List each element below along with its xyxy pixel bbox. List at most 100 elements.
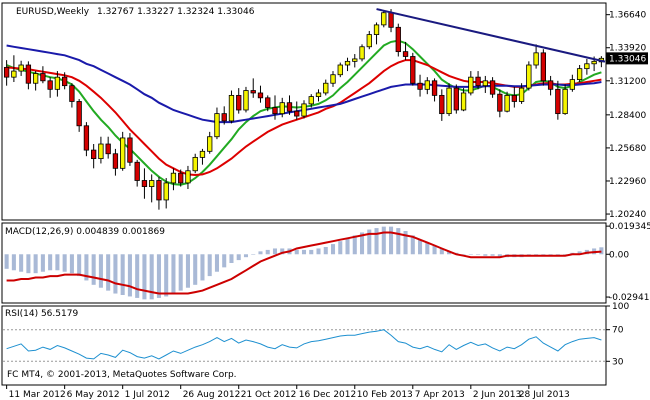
time-axis-label: 21 Oct 2012 xyxy=(241,390,297,400)
candle-body xyxy=(214,113,220,138)
rsi-axis-label: 30 xyxy=(612,357,624,367)
candle-body xyxy=(69,85,75,102)
candle-body xyxy=(439,94,445,115)
pane-frame xyxy=(1,2,607,221)
macd-bar xyxy=(156,254,161,298)
candle-body xyxy=(18,64,24,72)
candle-body xyxy=(25,64,32,84)
ohlc-readout: 1.32767 1.33227 1.32324 1.33046 xyxy=(97,7,255,17)
macd-bar xyxy=(106,254,111,291)
time-axis-label: 28 Jul 2013 xyxy=(519,390,570,400)
main-price-panel: EURUSD,Weekly 1.32767 1.33227 1.32324 1.… xyxy=(1,2,648,221)
candle-body xyxy=(91,149,97,160)
candle-body xyxy=(569,79,576,90)
candle-body xyxy=(424,80,430,90)
macd-bar xyxy=(229,254,234,263)
copyright-text: FC MT4, © 2001-2013, MetaQuotes Software… xyxy=(7,370,237,380)
time-axis-label: 2 Jun 2013 xyxy=(473,390,521,400)
candle-body xyxy=(576,68,583,80)
candle-body xyxy=(352,58,358,62)
macd-bar xyxy=(258,251,263,255)
time-axis-label: 26 Aug 2012 xyxy=(183,390,241,400)
time-axis-label: 7 Apr 2013 xyxy=(415,390,465,400)
macd-bar xyxy=(345,238,350,255)
candle-body xyxy=(62,76,68,87)
macd-bar xyxy=(439,248,444,255)
rsi-line xyxy=(6,329,602,360)
candle-body xyxy=(344,60,351,66)
macd-bar xyxy=(69,254,74,274)
candle-body xyxy=(272,107,278,115)
candle-body xyxy=(388,12,394,28)
macd-bar xyxy=(84,254,89,281)
rsi-axis-label: 70 xyxy=(612,326,624,336)
macd-bar xyxy=(359,232,365,255)
macd-bar xyxy=(77,254,82,277)
time-axis-label: 6 May 2012 xyxy=(67,390,120,400)
time-axis-label: 10 Feb 2013 xyxy=(357,390,413,400)
macd-bar xyxy=(599,247,604,255)
candle-body xyxy=(475,76,481,87)
candle-body xyxy=(286,102,293,112)
macd-bar xyxy=(135,254,140,298)
pane-frame xyxy=(1,305,607,386)
macd-bar xyxy=(396,228,401,255)
macd-bar xyxy=(4,254,9,269)
candle-body xyxy=(185,170,191,184)
macd-bar xyxy=(316,248,321,255)
macd-bar xyxy=(113,254,118,294)
macd-bar xyxy=(185,254,190,288)
macd-histogram xyxy=(4,226,604,300)
macd-bar xyxy=(352,235,357,255)
current-price-label: 1.33046 xyxy=(609,54,646,64)
macd-bar xyxy=(98,254,103,288)
rsi-title: RSI(14) 56.5179 xyxy=(5,309,78,319)
macd-bar xyxy=(164,254,169,297)
macd-bar xyxy=(330,244,336,255)
candle-body xyxy=(257,92,264,99)
candle-body xyxy=(460,92,467,111)
candle-body xyxy=(32,73,39,84)
candle-body xyxy=(533,52,539,66)
candle-body xyxy=(431,80,438,96)
macd-bar xyxy=(468,254,473,255)
price-axis-label: 1.25680 xyxy=(609,144,646,154)
macd-bar xyxy=(243,254,249,258)
candle-body xyxy=(301,103,307,117)
macd-bar xyxy=(214,254,219,272)
macd-bar xyxy=(563,254,568,255)
macd-bar xyxy=(447,251,452,255)
macd-bar xyxy=(207,254,212,277)
candle-body xyxy=(417,82,423,90)
macd-bar xyxy=(301,249,307,255)
macd-bar xyxy=(381,226,386,255)
candle-body xyxy=(265,97,271,108)
macd-bar xyxy=(62,254,67,272)
macd-bar xyxy=(410,235,415,255)
macd-bar xyxy=(461,254,466,255)
candle-body xyxy=(497,93,503,112)
candle-body xyxy=(547,80,554,90)
candle-body xyxy=(98,143,104,160)
macd-signal-line xyxy=(6,231,602,295)
candle-body xyxy=(243,90,249,111)
candle-body xyxy=(54,76,61,90)
macd-bar xyxy=(265,249,270,255)
macd-bar xyxy=(127,254,132,297)
candle-body xyxy=(127,137,133,163)
candle-body xyxy=(410,56,416,84)
macd-bar xyxy=(323,247,328,255)
candle-body xyxy=(105,143,111,155)
candle-body xyxy=(40,73,46,82)
candle-body xyxy=(511,94,517,102)
candle-body xyxy=(221,113,227,122)
candles xyxy=(3,9,605,210)
candle-body xyxy=(526,64,532,89)
candle-body xyxy=(141,180,148,187)
candle-body xyxy=(482,80,488,87)
candle-body xyxy=(540,52,546,82)
time-axis-label: 1 Jul 2012 xyxy=(125,390,170,400)
macd-title: MACD(12,26,9) 0.004839 0.001869 xyxy=(5,227,165,237)
macd-bar xyxy=(389,226,394,255)
